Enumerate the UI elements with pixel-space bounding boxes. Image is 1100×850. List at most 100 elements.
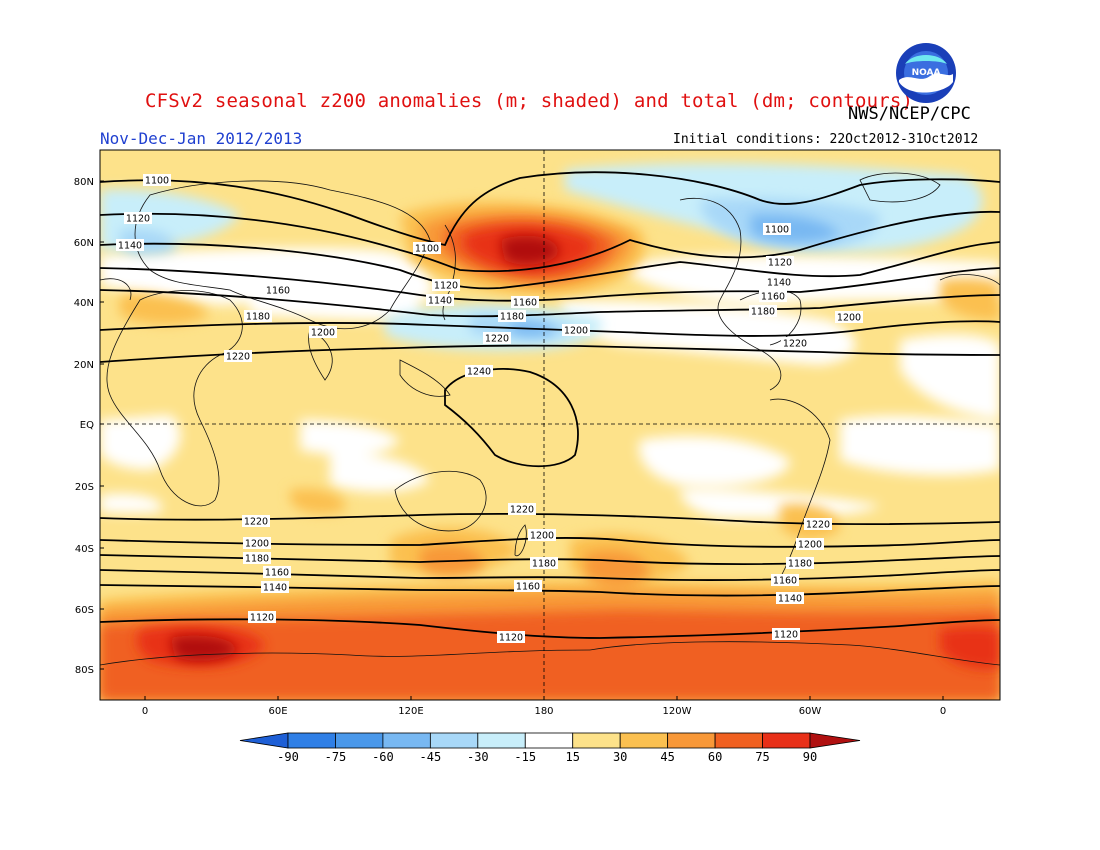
contour-label-bg xyxy=(835,311,863,323)
colorbar-label: 15 xyxy=(566,750,580,764)
contour-label: 1200 xyxy=(530,531,554,542)
lon-label: 0 xyxy=(142,706,148,717)
contour-label: 1180 xyxy=(751,307,775,318)
contour-label-bg xyxy=(413,242,441,254)
contour-label-bg xyxy=(759,290,787,302)
contour-label: 1220 xyxy=(226,352,250,363)
lon-label: 60E xyxy=(268,706,287,717)
contour-label: 1160 xyxy=(265,568,289,579)
contour-label: 1140 xyxy=(428,296,452,307)
colorbar-label: -75 xyxy=(325,750,347,764)
contour-label-bg xyxy=(528,529,556,541)
page-title: CFSv2 seasonal z200 anomalies (m; shaded… xyxy=(145,90,914,112)
lat-label: 60S xyxy=(75,605,94,616)
contour-label-bg xyxy=(530,557,558,569)
contour-label-bg xyxy=(771,574,799,586)
colorbar-swatch xyxy=(619,732,669,749)
colorbar-swatch xyxy=(524,732,574,749)
noaa-logo-icon: NOAA xyxy=(896,43,956,103)
contour-label-bg xyxy=(116,239,144,251)
colorbar-swatch xyxy=(667,732,716,749)
contour-label-bg xyxy=(765,276,793,288)
colorbar-swatch xyxy=(572,732,621,749)
contour-label-bg xyxy=(562,324,590,336)
contour-label: 1220 xyxy=(485,334,509,345)
contour-label: 1160 xyxy=(761,292,785,303)
colorbar-swatch xyxy=(762,732,811,749)
colorbar-swatch xyxy=(287,732,336,749)
contour-label: 1220 xyxy=(244,517,268,528)
colorbar-swatch xyxy=(429,732,479,749)
contour-label: 1140 xyxy=(118,241,142,252)
contour-label-bg xyxy=(224,350,252,362)
contour-label: 1160 xyxy=(516,582,540,593)
lon-label: 120W xyxy=(663,706,692,717)
colorbar-swatch xyxy=(477,732,526,749)
contour-label-bg xyxy=(143,174,171,186)
contour-label: 1120 xyxy=(768,258,792,269)
contour-label: 1200 xyxy=(798,540,822,551)
contour-label-bg xyxy=(248,611,276,623)
contour-label: 1240 xyxy=(467,367,491,378)
contour-label-bg xyxy=(426,294,454,306)
contour-label-bg xyxy=(781,337,809,349)
colorbar-label: -15 xyxy=(514,750,536,764)
lat-label: 40S xyxy=(75,544,94,555)
agency-label: NWS/NCEP/CPC xyxy=(848,104,971,124)
contour-label-bg xyxy=(465,365,493,377)
contour-label-bg xyxy=(749,305,777,317)
contour-label-bg xyxy=(511,296,539,308)
contour-label-bg xyxy=(514,580,542,592)
contour-label-bg xyxy=(261,581,289,593)
lat-label: 20S xyxy=(75,482,94,493)
contour-label-bg xyxy=(772,628,800,640)
contour-label: 1160 xyxy=(266,286,290,297)
contour-label: 1140 xyxy=(778,594,802,605)
lat-label: 80N xyxy=(74,177,94,188)
contour-label: 1180 xyxy=(500,312,524,323)
contour-label: 1120 xyxy=(774,630,798,641)
contour-label-bg xyxy=(242,515,270,527)
contour-label: 1100 xyxy=(415,244,439,255)
contour-label: 1100 xyxy=(765,225,789,236)
contour-label-bg xyxy=(244,310,272,322)
lon-label: 180 xyxy=(534,706,553,717)
colorbar-arrow-left xyxy=(239,732,289,749)
contour-label: 1140 xyxy=(767,278,791,289)
contour-label: 1160 xyxy=(773,576,797,587)
lat-axis: 80N 60N 40N 20N EQ 20S 40S 60S 80S xyxy=(74,177,104,676)
contour-label-bg xyxy=(766,256,794,268)
anomaly-shading xyxy=(100,150,1000,700)
forecast-period: Nov-Dec-Jan 2012/2013 xyxy=(100,129,303,148)
contour-label: 1200 xyxy=(837,313,861,324)
contour-label-bg xyxy=(124,212,152,224)
contour-label: 1100 xyxy=(145,176,169,187)
colorbar: -90 -75 -60 -45 -30 -15 15 30 45 60 75 90 xyxy=(239,732,861,764)
contour-label-bg xyxy=(243,552,271,564)
contour-label: 1220 xyxy=(783,339,807,350)
contour-label-bg xyxy=(263,566,291,578)
lat-label: 60N xyxy=(74,238,94,249)
contour-label-bg xyxy=(763,223,791,235)
colorbar-label: 90 xyxy=(803,750,817,764)
colorbar-label: 60 xyxy=(708,750,722,764)
lon-axis: 0 60E 120E 180 120W 60W 0 xyxy=(142,696,946,717)
contour-label-bg xyxy=(264,284,292,296)
contour-label: 1200 xyxy=(564,326,588,337)
contour-label-bg xyxy=(497,631,525,643)
lon-label: 120E xyxy=(398,706,423,717)
lat-label: EQ xyxy=(80,420,94,431)
contour-label: 1200 xyxy=(311,328,335,339)
lon-label: 60W xyxy=(799,706,822,717)
contour-label: 1220 xyxy=(510,505,534,516)
contour-label: 1120 xyxy=(126,214,150,225)
contour-label: 1180 xyxy=(245,554,269,565)
contour-label-bg xyxy=(498,310,526,322)
colorbar-label: -90 xyxy=(277,750,299,764)
colorbar-label: 75 xyxy=(755,750,769,764)
contour-label-bg xyxy=(508,503,536,515)
contour-label-bg xyxy=(776,592,804,604)
contour-label-bg xyxy=(309,326,337,338)
colorbar-label: 30 xyxy=(613,750,627,764)
contour-label-bg xyxy=(243,537,271,549)
